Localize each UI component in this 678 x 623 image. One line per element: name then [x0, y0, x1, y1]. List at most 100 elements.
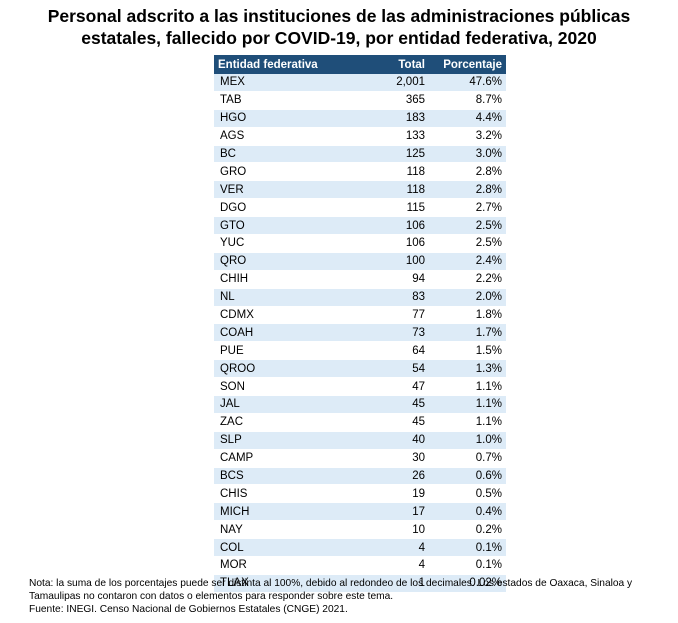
table-row: CAMP 30 0.7%	[214, 449, 506, 468]
total-cell: 106	[344, 216, 429, 236]
percent-cell: 2.5%	[429, 234, 506, 253]
total-cell: 4	[344, 556, 429, 575]
table-row: GTO 106 2.5%	[214, 216, 506, 236]
entity-cell: JAL	[214, 395, 344, 414]
total-cell: 19	[344, 484, 429, 504]
table-row: AGS 133 3.2%	[214, 127, 506, 146]
total-cell: 365	[344, 91, 429, 110]
percent-cell: 1.0%	[429, 431, 506, 450]
total-cell: 118	[344, 162, 429, 182]
percent-cell: 4.4%	[429, 109, 506, 128]
data-table: Entidad federativa Total Porcentaje MEX 2…	[214, 55, 506, 593]
table-row: YUC 106 2.5%	[214, 234, 506, 253]
total-cell: 133	[344, 127, 429, 146]
table-row: MOR 4 0.1%	[214, 556, 506, 575]
table-row: NL 83 2.0%	[214, 288, 506, 307]
total-cell: 47	[344, 377, 429, 397]
percent-cell: 2.5%	[429, 216, 506, 236]
entity-cell: QRO	[214, 252, 344, 271]
entity-cell: CAMP	[214, 449, 344, 468]
percent-cell: 1.1%	[429, 413, 506, 432]
table-row: MICH 17 0.4%	[214, 502, 506, 522]
percent-cell: 1.7%	[429, 323, 506, 343]
total-cell: 64	[344, 341, 429, 361]
total-cell: 125	[344, 145, 429, 164]
total-cell: 17	[344, 502, 429, 522]
table-row: HGO 183 4.4%	[214, 109, 506, 128]
table-row: COAH 73 1.7%	[214, 323, 506, 343]
total-cell: 30	[344, 449, 429, 468]
entity-cell: SON	[214, 377, 344, 397]
entity-cell: COL	[214, 538, 344, 558]
total-cell: 1	[344, 574, 429, 593]
entity-cell: AGS	[214, 127, 344, 146]
page-title: Personal adscrito a las instituciones de…	[0, 5, 678, 49]
column-header-total: Total	[344, 55, 429, 74]
entity-cell: CDMX	[214, 306, 344, 325]
entity-cell: GTO	[214, 216, 344, 236]
percent-cell: 0.7%	[429, 449, 506, 468]
entity-cell: CHIS	[214, 484, 344, 504]
percent-cell: 2.7%	[429, 198, 506, 218]
footnote-source: Fuente: INEGI. Censo Nacional de Gobiern…	[29, 604, 348, 615]
total-cell: 83	[344, 288, 429, 307]
percent-cell: 2.8%	[429, 162, 506, 182]
percent-cell: 2.4%	[429, 252, 506, 271]
entity-cell: HGO	[214, 109, 344, 128]
table-row: QRO 100 2.4%	[214, 252, 506, 271]
table-body: MEX 2,001 47.6% TAB 365 8.7% HGO 183 4.4% AGS 133 3…	[214, 74, 506, 593]
title-line-2: estatales, fallecido por COVID-19, por e…	[81, 28, 597, 48]
entity-cell: SLP	[214, 431, 344, 450]
total-cell: 118	[344, 180, 429, 200]
entity-cell: PUE	[214, 341, 344, 361]
entity-cell: VER	[214, 180, 344, 200]
table-row: CDMX 77 1.8%	[214, 306, 506, 325]
title-line-1: Personal adscrito a las instituciones de…	[47, 6, 631, 26]
table-header-row: Entidad federativa Total Porcentaje	[214, 55, 506, 74]
table-row: QROO 54 1.3%	[214, 359, 506, 379]
total-cell: 73	[344, 323, 429, 343]
total-cell: 2,001	[344, 74, 429, 92]
entity-cell: BCS	[214, 467, 344, 486]
entity-cell: MEX	[214, 74, 344, 92]
table-row: TLAX 1 0.02%	[214, 574, 506, 593]
percent-cell: 1.5%	[429, 341, 506, 361]
percent-cell: 0.2%	[429, 520, 506, 540]
data-table-container: Entidad federativa Total Porcentaje MEX 2…	[214, 55, 506, 593]
table-row: CHIS 19 0.5%	[214, 484, 506, 504]
table-header: Entidad federativa Total Porcentaje	[214, 55, 506, 74]
percent-cell: 0.6%	[429, 467, 506, 486]
total-cell: 4	[344, 538, 429, 558]
percent-cell: 0.1%	[429, 538, 506, 558]
footnote-note: Nota: la suma de los porcentajes puede s…	[29, 578, 633, 602]
entity-cell: GRO	[214, 162, 344, 182]
total-cell: 106	[344, 234, 429, 253]
total-cell: 54	[344, 359, 429, 379]
entity-cell: NAY	[214, 520, 344, 540]
table-row: PUE 64 1.5%	[214, 341, 506, 361]
percent-cell: 0.02%	[429, 574, 506, 593]
entity-cell: TLAX	[214, 574, 344, 593]
percent-cell: 2.0%	[429, 288, 506, 307]
percent-cell: 47.6%	[429, 74, 506, 92]
column-header-entity: Entidad federativa	[214, 55, 344, 74]
table-row: BC 125 3.0%	[214, 145, 506, 164]
percent-cell: 1.1%	[429, 377, 506, 397]
entity-cell: ZAC	[214, 413, 344, 432]
entity-cell: COAH	[214, 323, 344, 343]
entity-cell: CHIH	[214, 270, 344, 289]
table-row: BCS 26 0.6%	[214, 467, 506, 486]
percent-cell: 0.1%	[429, 556, 506, 575]
total-cell: 45	[344, 395, 429, 414]
percent-cell: 2.2%	[429, 270, 506, 289]
percent-cell: 3.0%	[429, 145, 506, 164]
entity-cell: TAB	[214, 91, 344, 110]
table-row: NAY 10 0.2%	[214, 520, 506, 540]
total-cell: 26	[344, 467, 429, 486]
table-row: SLP 40 1.0%	[214, 431, 506, 450]
total-cell: 94	[344, 270, 429, 289]
total-cell: 10	[344, 520, 429, 540]
table-row: JAL 45 1.1%	[214, 395, 506, 414]
total-cell: 45	[344, 413, 429, 432]
percent-cell: 1.3%	[429, 359, 506, 379]
